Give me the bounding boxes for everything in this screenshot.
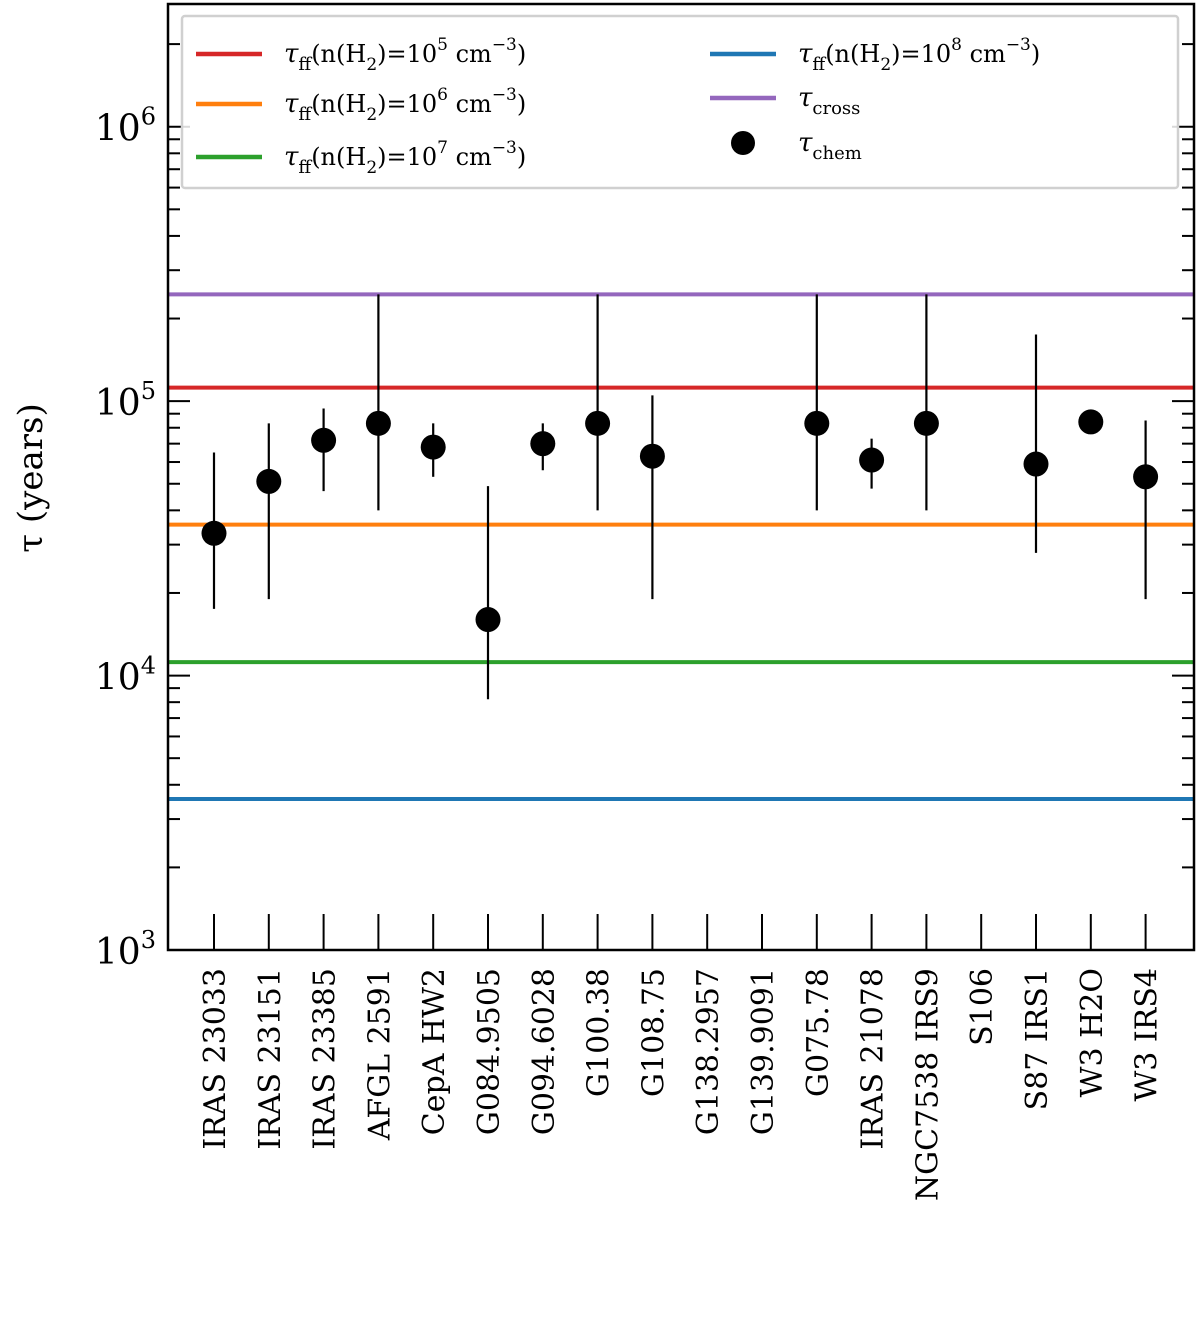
x-tick-label: IRAS 23151 — [253, 968, 288, 1150]
data-point — [1078, 409, 1104, 435]
y-axis-label: τ (years) — [11, 403, 51, 552]
x-tick-label: G075.78 — [801, 968, 836, 1097]
y-tick-label: 103 — [95, 926, 156, 973]
x-tick-label: IRAS 23033 — [198, 968, 233, 1150]
x-tick-label: W3 IRS4 — [1130, 968, 1165, 1102]
data-point — [859, 447, 885, 473]
legend-label: τff(n(H2)=105 cm−3) — [284, 35, 526, 75]
data-point — [639, 443, 665, 469]
data-point — [420, 434, 446, 460]
x-tick-label: CepA HW2 — [417, 968, 452, 1135]
data-point — [804, 410, 830, 436]
x-tick-label: S87 IRS1 — [1020, 968, 1055, 1110]
legend-label: τchem — [798, 128, 862, 164]
data-point — [256, 468, 282, 494]
data-point — [475, 607, 501, 633]
y-tick-label: 105 — [95, 377, 156, 424]
data-point — [585, 410, 611, 436]
y-tick-label: 104 — [95, 652, 156, 699]
x-tick-label: G108.75 — [636, 968, 671, 1097]
data-point — [1133, 464, 1159, 490]
legend-label: τff(n(H2)=106 cm−3) — [284, 85, 526, 125]
x-tick-label: G139.9091 — [746, 968, 781, 1135]
data-point — [365, 410, 391, 436]
data-point — [530, 431, 556, 457]
data-point — [1023, 451, 1049, 477]
x-tick-label: G094.6028 — [527, 968, 562, 1135]
legend-box — [180, 14, 1180, 190]
legend-label: τcross — [798, 83, 860, 119]
x-tick-label: NGC7538 IRS9 — [910, 968, 945, 1201]
plot-frame — [166, 2, 1196, 952]
x-tick-label: IRAS 21078 — [856, 968, 891, 1150]
data-point — [311, 427, 337, 453]
x-tick-label: W3 H2O — [1075, 968, 1110, 1097]
y-tick-label: 106 — [95, 103, 156, 150]
data-point — [913, 410, 939, 436]
x-tick-label: G100.38 — [582, 968, 617, 1097]
x-tick-label: S106 — [965, 968, 1000, 1046]
x-tick-label: G084.9505 — [472, 968, 507, 1135]
legend-marker — [731, 131, 755, 155]
data-point — [201, 520, 227, 546]
data-points — [201, 294, 1159, 700]
x-tick-label: AFGL 2591 — [362, 968, 397, 1141]
axes: 103 104 105 106 IRAS 23033 IRAS 23151 IRAS 233… — [95, 2, 1196, 1201]
x-tick-label: IRAS 23385 — [308, 968, 343, 1150]
legend-label: τff(n(H2)=108 cm−3) — [798, 35, 1040, 75]
legend: τff(n(H2)=105 cm−3) τff(n(H2)=106 cm−3) τf… — [180, 14, 1180, 190]
reference-lines — [168, 292, 1194, 802]
x-tick-label: G138.2957 — [691, 968, 726, 1135]
legend-label: τff(n(H2)=107 cm−3) — [284, 138, 526, 178]
